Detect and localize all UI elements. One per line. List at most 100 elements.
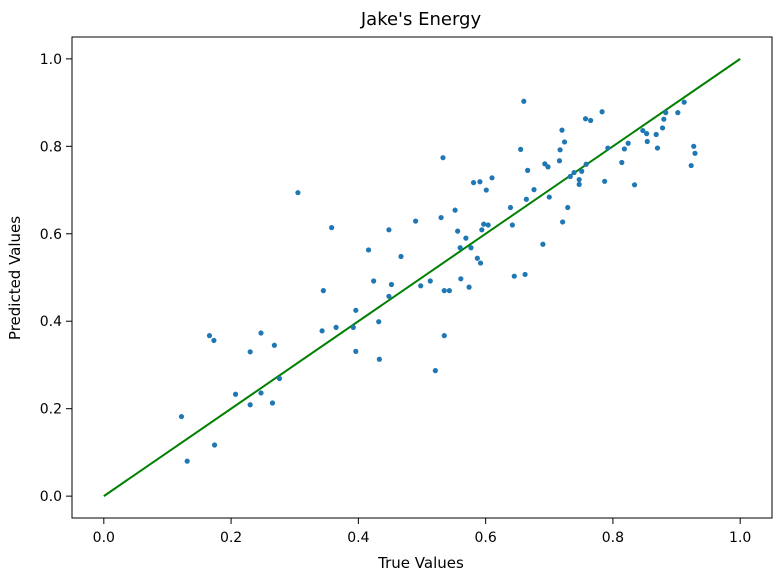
y-tick-label: 0.8	[40, 139, 62, 155]
x-tick-label: 0.6	[475, 530, 497, 546]
data-point	[457, 245, 463, 251]
data-point	[477, 260, 484, 266]
data-point	[522, 271, 528, 278]
data-point	[432, 368, 438, 374]
data-point	[479, 227, 485, 233]
data-point	[269, 400, 276, 406]
data-point	[545, 164, 551, 170]
plot-frame	[71, 36, 773, 519]
data-point	[458, 276, 464, 282]
y-tick-label: 0.2	[40, 402, 62, 418]
plot-area	[71, 36, 773, 519]
data-point	[178, 413, 185, 420]
reference-line	[103, 58, 741, 497]
data-point	[619, 159, 625, 166]
data-point	[481, 221, 487, 227]
data-point	[320, 288, 326, 294]
data-point	[365, 247, 372, 253]
data-point	[276, 375, 283, 382]
data-point	[452, 207, 458, 213]
data-point	[579, 168, 585, 174]
data-point	[509, 222, 515, 228]
data-point	[571, 169, 577, 176]
data-point	[681, 99, 687, 105]
data-point	[582, 116, 589, 122]
data-point	[518, 146, 524, 152]
data-point	[333, 324, 339, 330]
data-point	[654, 145, 661, 151]
data-point	[599, 109, 605, 115]
data-point	[691, 143, 697, 149]
data-point	[441, 288, 447, 294]
y-axis-label: Predicted Values	[6, 216, 24, 340]
data-point	[556, 158, 563, 164]
chart-title: Jake's Energy	[360, 9, 482, 30]
data-point	[329, 225, 335, 231]
data-point	[271, 342, 277, 348]
data-point	[474, 255, 480, 261]
data-point	[386, 293, 392, 299]
data-point	[376, 319, 382, 325]
data-point	[576, 176, 582, 183]
data-point	[576, 181, 582, 187]
y-tick-label: 1.0	[40, 52, 62, 68]
data-point	[525, 167, 531, 173]
data-point	[386, 227, 392, 233]
data-point	[206, 333, 213, 339]
data-point	[511, 273, 517, 279]
data-point	[644, 131, 650, 137]
data-point	[540, 241, 546, 247]
data-point	[560, 219, 566, 225]
data-point	[427, 278, 433, 284]
data-point	[546, 194, 552, 200]
data-point	[247, 349, 253, 355]
data-point	[211, 337, 217, 344]
data-point	[441, 333, 447, 339]
data-point	[583, 161, 589, 167]
data-point	[557, 147, 563, 153]
data-point	[468, 245, 474, 251]
data-point	[438, 214, 444, 221]
data-point	[523, 196, 529, 202]
data-point	[561, 139, 568, 145]
data-point	[605, 145, 611, 151]
data-point	[353, 348, 359, 354]
data-point	[211, 442, 218, 448]
y-tick-label: 0.0	[40, 489, 62, 505]
data-point	[466, 284, 472, 290]
data-point	[485, 222, 491, 228]
data-point	[463, 235, 469, 241]
data-point	[625, 140, 631, 146]
data-point	[247, 402, 253, 408]
data-point	[440, 155, 446, 161]
data-point	[688, 162, 694, 169]
data-point	[388, 281, 395, 288]
data-point	[507, 204, 514, 211]
y-tick-label: 0.4	[40, 314, 62, 330]
data-point	[692, 150, 698, 156]
y-axis-ticks: 0.0 0.2 0.4 0.6 0.8 1.0	[40, 52, 72, 505]
data-point	[418, 283, 424, 289]
data-point	[398, 253, 404, 260]
data-point	[258, 390, 264, 396]
data-point	[631, 182, 638, 188]
x-axis-ticks: 0.0 0.2 0.4 0.6 0.8 1.0	[93, 518, 751, 546]
data-point	[565, 204, 571, 211]
data-point	[653, 131, 659, 138]
x-tick-label: 0.2	[220, 530, 242, 546]
y-tick-label: 0.6	[40, 227, 62, 243]
data-point	[675, 110, 681, 116]
data-point	[531, 187, 537, 193]
data-point	[659, 125, 666, 131]
data-point	[455, 228, 461, 234]
data-point	[371, 278, 377, 284]
x-tick-label: 0.0	[93, 530, 115, 546]
data-point	[559, 127, 565, 133]
data-point	[567, 173, 573, 180]
data-point	[470, 180, 477, 186]
data-point	[350, 324, 356, 330]
data-point	[521, 98, 527, 104]
data-point	[661, 116, 667, 122]
data-point	[184, 458, 190, 464]
